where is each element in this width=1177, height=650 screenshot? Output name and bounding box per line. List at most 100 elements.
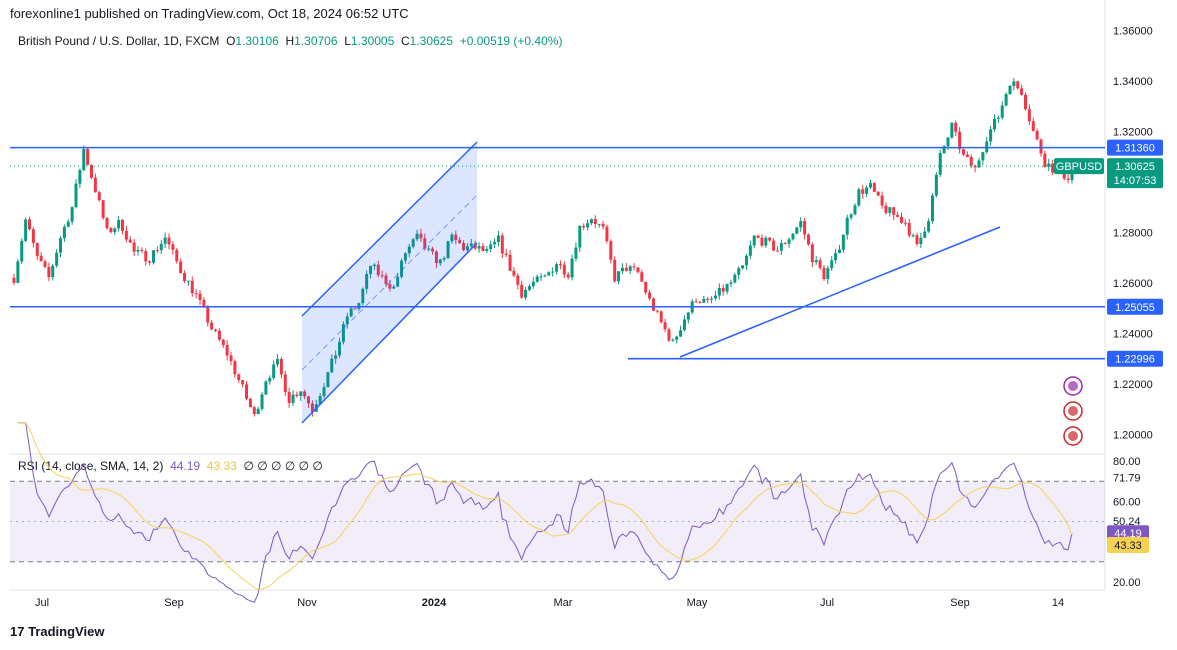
rsi-tick-label: 20.00 [1113,577,1141,589]
rsi-tick-label: 60.00 [1113,496,1141,508]
candle-body [51,265,55,278]
candle-body [144,251,148,262]
candle-body [593,219,597,224]
candle-body [578,225,582,248]
candle-body [989,129,993,142]
candle-body [977,160,981,168]
rsi-sma-badge [1107,536,1149,553]
candle-body [601,223,605,227]
candle-body [570,258,574,278]
candle-body [341,324,345,342]
candle-body [167,237,171,245]
candle-body [1000,105,1004,118]
candle-body [868,183,872,188]
candle-body [934,174,938,196]
candle-body [973,165,977,168]
time-tick-label: Jul [820,597,834,609]
candle-body [152,250,156,263]
candle-body [427,248,431,250]
candle-body [1066,178,1070,180]
candle-body [477,246,481,249]
candle-body [783,243,787,245]
rsi-label[interactable]: RSI (14, close, SMA, 14, 2) [18,459,164,473]
candle-body [12,277,16,283]
ascending-channel [301,141,478,424]
candle-body [1031,121,1035,131]
time-tick-label: Sep [164,597,184,609]
candle-body [713,295,717,299]
candle-body [28,219,32,230]
candle-body [272,364,276,379]
candle-body [291,394,295,403]
candle-body [787,239,791,244]
close-value: 1.30625 [409,34,454,48]
countdown-label: 14:07:53 [1114,175,1157,187]
candle-body [508,254,512,271]
candle-body [729,282,733,285]
candle-body [252,407,256,415]
channel-upper-line [301,141,478,317]
price-tick-label: 1.28000 [1113,227,1153,239]
candle-body [101,200,105,218]
candle-body [140,249,144,252]
candle-body [682,319,686,331]
candle-body [613,259,617,282]
candle-body [295,394,299,396]
open-value: 1.30106 [235,34,279,48]
candle-body [473,243,477,249]
candle-body [965,154,969,157]
time-tick-label: Sep [950,597,970,609]
candle-body [1035,130,1039,140]
candle-body [950,122,954,138]
rsi-pane [10,422,1105,603]
candle-body [388,284,392,289]
candle-body [907,222,911,236]
candle-body [760,237,764,246]
candle-body [264,381,268,395]
candle-body [469,243,473,247]
candle-body [527,286,531,290]
candles-group [12,78,1074,417]
candle-body [795,227,799,234]
candle-body [415,233,419,240]
candle-body [981,152,985,161]
candle-body [826,268,830,279]
candle-body [806,234,810,245]
candle-body [992,118,996,130]
candle-body [946,137,950,147]
candle-body [411,239,415,247]
high-value: 1.30706 [294,34,338,48]
candle-body [485,248,489,251]
candle-body [1020,88,1024,95]
candle-body [535,276,539,282]
level-price-label: 1.22996 [1115,354,1155,366]
candle-body [710,298,714,300]
candle-body [407,246,411,254]
candle-body [648,292,652,299]
candle-body [923,231,927,238]
candle-body [400,260,404,277]
candle-body [43,261,47,267]
candle-body [109,227,113,233]
candle-body [725,284,729,292]
symbol-name[interactable]: British Pound / U.S. Dollar, 1D, FXCM [18,34,220,48]
candle-body [202,299,206,308]
candle-body [636,267,640,273]
candle-body [217,330,221,340]
candle-body [481,246,485,251]
candle-body [210,322,214,330]
candle-body [233,361,237,375]
candle-body [1039,139,1043,154]
chart-canvas[interactable]: 1.360001.340001.320001.300001.280001.260… [0,0,1177,620]
candle-body [1008,85,1012,95]
candle-body [737,268,741,275]
candle-body [113,228,117,233]
candle-body [524,289,528,298]
candle-body [632,266,636,268]
candle-body [90,164,94,178]
price-tick-label: 1.26000 [1113,278,1153,290]
candle-body [919,237,923,245]
candle-body [744,255,748,266]
candle-body [206,307,210,323]
candle-body [671,339,675,341]
